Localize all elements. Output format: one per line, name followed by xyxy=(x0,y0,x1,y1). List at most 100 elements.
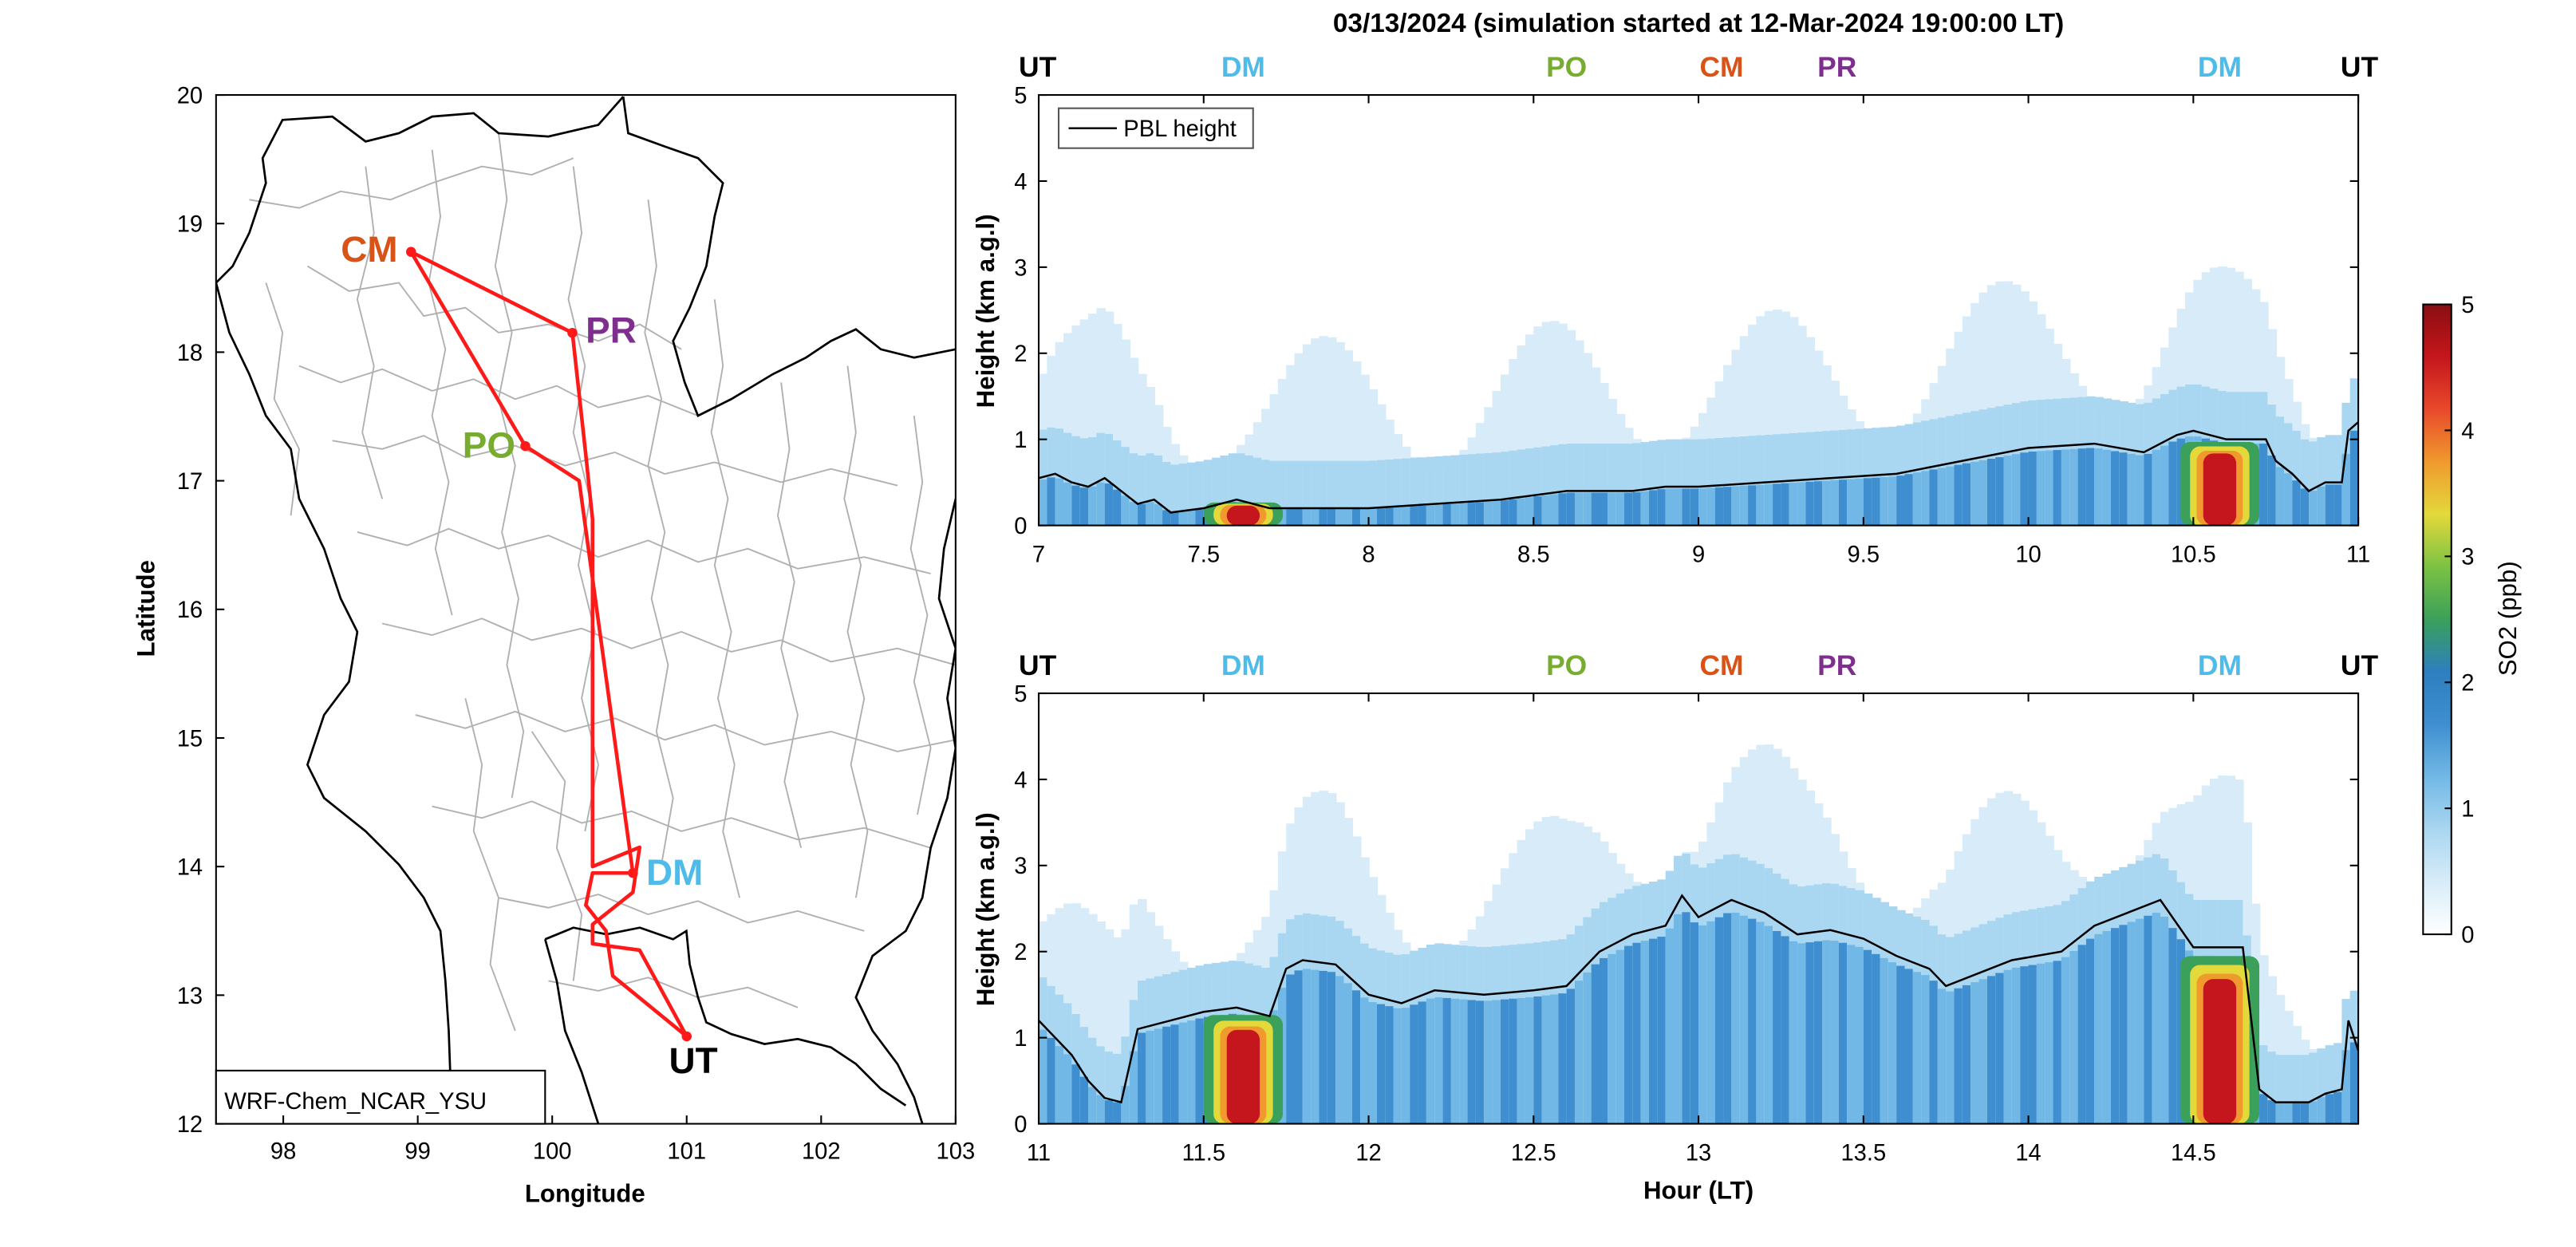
curtain-cell xyxy=(1113,937,1122,1124)
curtain-cell xyxy=(1351,509,1362,526)
curtain-cell xyxy=(2036,963,2046,1124)
curtain-cell xyxy=(2317,436,2326,526)
curtain-cell xyxy=(2119,925,2128,1124)
curtain-cell xyxy=(1912,472,1923,526)
curtain-cell xyxy=(1739,336,1750,526)
curtain-cell xyxy=(1995,281,2005,526)
curtain-cell xyxy=(1071,485,1081,526)
curtain-cell xyxy=(1286,460,1296,526)
curtain-cell xyxy=(1847,479,1856,526)
curtain-cell xyxy=(1682,439,1691,526)
colorbar-tick-label: 4 xyxy=(2461,419,2474,444)
curtain-cell xyxy=(2003,281,2014,526)
map-background xyxy=(215,95,956,1124)
map-ytick-label: 15 xyxy=(177,726,203,752)
curtain-cell xyxy=(1104,483,1114,526)
curtain-cell xyxy=(2061,449,2071,526)
curtain-cell xyxy=(1104,433,1114,526)
curtain-cell xyxy=(1368,460,1379,526)
curtain-cell xyxy=(1714,917,1725,1124)
curtain-cell xyxy=(2077,945,2088,1124)
curtain-cell xyxy=(1129,502,1139,526)
curtain-cell xyxy=(1789,941,1799,1124)
curtain-cell xyxy=(1739,915,1750,1124)
curtain-cell xyxy=(1343,983,1354,1124)
site-label-po: PO xyxy=(463,425,515,466)
curtain-cell xyxy=(1566,989,1576,1124)
curtain-cell xyxy=(1343,350,1354,526)
colorbar-tick-label: 0 xyxy=(2461,922,2474,948)
curtain-cell xyxy=(1789,483,1799,526)
curtain-cell xyxy=(1600,492,1609,526)
curtain-cell xyxy=(1517,449,1527,526)
curtain-cell xyxy=(1467,503,1477,526)
map-ytick-label: 18 xyxy=(177,341,203,366)
curtain-cell xyxy=(1600,444,1609,526)
curtain-cell xyxy=(2309,1052,2318,1124)
site-label-pr: PR xyxy=(586,310,637,351)
curtain-cell xyxy=(1574,492,1584,526)
curtain-cell xyxy=(1335,341,1345,526)
colorbar-label: SO2 (ppb) xyxy=(2494,561,2522,676)
curtain-cell xyxy=(1632,491,1642,526)
curtain-cell xyxy=(2011,454,2022,526)
curtain-cell xyxy=(1113,440,1122,526)
curtain-cell xyxy=(1904,969,1915,1124)
curtain-cell xyxy=(1781,483,1791,526)
curtain-cell xyxy=(1442,456,1453,526)
curtain-cell xyxy=(1162,510,1172,526)
site-tag-pr: PR xyxy=(1817,51,1856,83)
site-tag-po: PO xyxy=(1546,51,1587,83)
top-legend-label: PBL height xyxy=(1123,116,1237,142)
bottom-curtain xyxy=(1039,744,2359,1124)
curtain-cell xyxy=(1764,434,1774,526)
figure-title: 03/13/2024 (simulation started at 12-Mar… xyxy=(1333,9,2064,38)
curtain-cell xyxy=(1615,444,1626,526)
curtain-cell xyxy=(2284,1055,2294,1124)
map-ytick-label: 13 xyxy=(177,984,203,1009)
ytick-label: 3 xyxy=(1014,854,1027,879)
curtain-cell xyxy=(1319,460,1329,526)
curtain-cell xyxy=(1071,903,1081,1124)
curtain-cell xyxy=(1789,317,1799,526)
xtick-label: 13.5 xyxy=(1840,1140,1886,1166)
curtain-cell xyxy=(1880,477,1890,526)
curtain-cell xyxy=(1764,925,1774,1124)
curtain-cell xyxy=(1212,457,1221,526)
curtain-cell xyxy=(1583,492,1592,526)
curtain-cell xyxy=(1442,997,1453,1124)
map-ytick-label: 19 xyxy=(177,212,203,238)
curtain-cell xyxy=(2127,453,2137,526)
curtain-cell xyxy=(1764,484,1774,526)
curtain-cell xyxy=(1269,394,1280,526)
curtain-cell xyxy=(1517,498,1527,526)
curtain-cell xyxy=(1962,463,1972,526)
curtain-cell xyxy=(1187,511,1197,526)
map-ticks: 98 99 100 101 102 103 12 13 14 15 16 17 18 19 20 xyxy=(177,83,975,1164)
curtain-cell xyxy=(1079,319,1090,526)
curtain-cell xyxy=(1781,311,1791,526)
curtain-cell xyxy=(1608,444,1617,526)
xtick-label: 7 xyxy=(1032,542,1045,567)
curtain-cell xyxy=(2102,930,2112,1124)
curtain-cell xyxy=(2020,966,2030,1124)
curtain-cell xyxy=(2349,430,2359,526)
curtain-cell xyxy=(1104,1052,1114,1124)
plume-band xyxy=(1226,1029,1260,1124)
curtain-cell xyxy=(1822,940,1832,1124)
curtain-cell xyxy=(1286,509,1296,526)
curtain-cell xyxy=(1805,942,1816,1124)
curtain-cell xyxy=(1773,309,1782,526)
curtain-cell xyxy=(1079,438,1090,526)
curtain-cell xyxy=(1665,928,1675,1124)
curtain-cell xyxy=(2036,451,2046,526)
curtain-cell xyxy=(1723,437,1733,526)
curtain-cell xyxy=(1797,482,1807,526)
curtain-cell xyxy=(1351,361,1362,526)
map-panel: CM PR PO DM UT WRF-Chem_NCAR_YSU 98 99 100 101 1… xyxy=(132,83,975,1207)
curtain-cell xyxy=(2259,1045,2269,1124)
site-label-ut: UT xyxy=(669,1040,718,1081)
curtain-cell xyxy=(1294,970,1304,1124)
curtain-cell xyxy=(1929,469,1939,526)
